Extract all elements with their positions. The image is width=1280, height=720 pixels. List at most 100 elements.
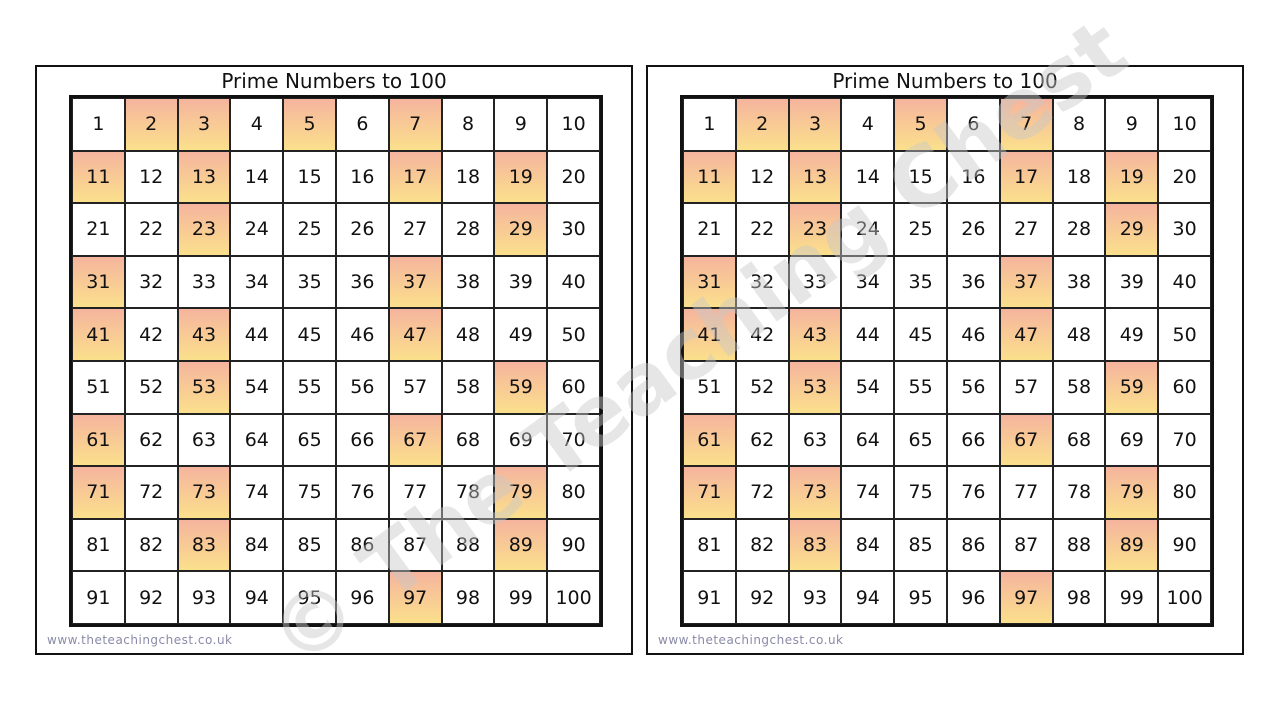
prime-cell: 11	[683, 150, 736, 204]
number-cell: 56	[946, 360, 1000, 414]
number-cell: 45	[283, 308, 336, 361]
number-cell: 65	[283, 413, 336, 467]
number-cell: 8	[1052, 98, 1106, 151]
number-cell: 20	[1158, 150, 1211, 204]
prime-cell: 61	[72, 413, 125, 467]
number-cell: 24	[841, 203, 895, 256]
number-cell: 18	[441, 150, 495, 204]
number-cell: 57	[388, 360, 442, 414]
number-cell: 93	[788, 571, 842, 624]
number-cell: 10	[547, 98, 600, 151]
number-cell: 77	[388, 466, 442, 519]
number-cell: 91	[683, 571, 736, 624]
number-cell: 46	[946, 308, 1000, 361]
number-cell: 28	[441, 203, 495, 256]
number-cell: 75	[894, 466, 947, 519]
number-cell: 78	[441, 466, 495, 519]
card-title: Prime Numbers to 100	[832, 69, 1058, 93]
number-cell: 88	[1052, 518, 1106, 572]
number-cell: 72	[735, 466, 789, 519]
number-cell: 100	[547, 571, 600, 624]
number-cell: 21	[683, 203, 736, 256]
number-cell: 64	[841, 413, 895, 467]
number-cell: 32	[124, 255, 178, 309]
number-cell: 4	[841, 98, 895, 151]
prime-cell: 13	[788, 150, 842, 204]
prime-cell: 37	[999, 255, 1053, 309]
number-cell: 62	[735, 413, 789, 467]
number-cell: 6	[946, 98, 1000, 151]
number-cell: 51	[72, 360, 125, 414]
prime-cell: 31	[683, 255, 736, 309]
number-cell: 26	[946, 203, 1000, 256]
card: Prime Numbers to 100 1 2 3 4 5 6 7 8 9 10 11 12 13 14 1…	[646, 65, 1244, 655]
number-cell: 26	[335, 203, 389, 256]
number-cell: 78	[1052, 466, 1106, 519]
prime-cell: 73	[177, 466, 231, 519]
number-cell: 58	[1052, 360, 1106, 414]
prime-cell: 79	[494, 466, 548, 519]
number-cell: 14	[230, 150, 284, 204]
number-cell: 66	[946, 413, 1000, 467]
number-cell: 30	[547, 203, 600, 256]
prime-cell: 89	[1105, 518, 1159, 572]
number-cell: 50	[1158, 308, 1211, 361]
number-cell: 22	[124, 203, 178, 256]
prime-cell: 67	[388, 413, 442, 467]
number-cell: 64	[230, 413, 284, 467]
number-cell: 27	[388, 203, 442, 256]
footer-url: www.theteachingchest.co.uk	[47, 633, 233, 647]
number-cell: 14	[841, 150, 895, 204]
number-cell: 76	[946, 466, 1000, 519]
prime-cell: 83	[177, 518, 231, 572]
prime-cell: 61	[683, 413, 736, 467]
prime-cell: 59	[1105, 360, 1159, 414]
number-cell: 55	[894, 360, 947, 414]
number-cell: 48	[1052, 308, 1106, 361]
number-cell: 69	[1105, 413, 1159, 467]
prime-cell: 43	[788, 308, 842, 361]
number-cell: 4	[230, 98, 284, 151]
number-cell: 93	[177, 571, 231, 624]
prime-cell: 71	[72, 466, 125, 519]
number-cell: 75	[283, 466, 336, 519]
number-grid: 1 2 3 4 5 6 7 8 9 10 11 12 13 14 15 16 17 18 19 20 21 22 23 24 2…	[69, 95, 603, 627]
prime-cell: 59	[494, 360, 548, 414]
number-cell: 30	[1158, 203, 1211, 256]
prime-cell: 17	[388, 150, 442, 204]
prime-cell: 37	[388, 255, 442, 309]
prime-cell: 23	[177, 203, 231, 256]
number-cell: 98	[441, 571, 495, 624]
number-cell: 18	[1052, 150, 1106, 204]
prime-cell: 53	[788, 360, 842, 414]
number-cell: 54	[841, 360, 895, 414]
prime-cell: 73	[788, 466, 842, 519]
number-cell: 96	[335, 571, 389, 624]
number-cell: 55	[283, 360, 336, 414]
number-cell: 44	[230, 308, 284, 361]
number-cell: 16	[335, 150, 389, 204]
number-cell: 69	[494, 413, 548, 467]
number-cell: 84	[230, 518, 284, 572]
prime-cell: 43	[177, 308, 231, 361]
prime-cell: 47	[388, 308, 442, 361]
number-cell: 80	[1158, 466, 1211, 519]
number-cell: 40	[547, 255, 600, 309]
number-cell: 82	[124, 518, 178, 572]
prime-cell: 3	[788, 98, 842, 151]
number-cell: 27	[999, 203, 1053, 256]
prime-cell: 5	[894, 98, 947, 151]
prime-cell: 17	[999, 150, 1053, 204]
number-cell: 86	[335, 518, 389, 572]
prime-cell: 79	[1105, 466, 1159, 519]
number-cell: 8	[441, 98, 495, 151]
number-cell: 49	[494, 308, 548, 361]
number-cell: 46	[335, 308, 389, 361]
number-cell: 92	[735, 571, 789, 624]
number-cell: 10	[1158, 98, 1211, 151]
number-cell: 58	[441, 360, 495, 414]
prime-cell: 53	[177, 360, 231, 414]
number-cell: 51	[683, 360, 736, 414]
prime-cell: 3	[177, 98, 231, 151]
